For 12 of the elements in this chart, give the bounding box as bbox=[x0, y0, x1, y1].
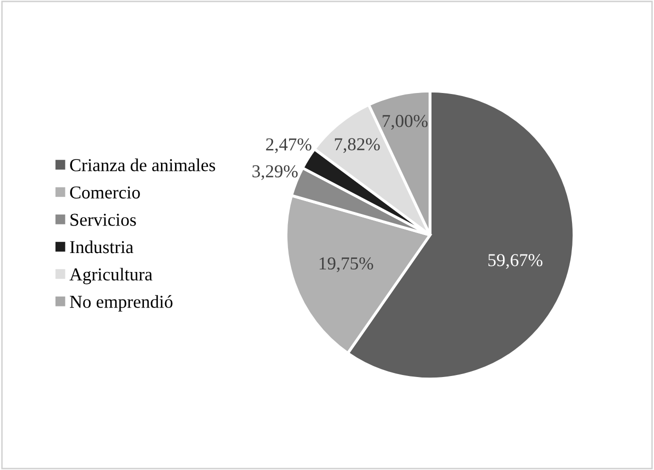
data-label: 59,67% bbox=[488, 254, 542, 269]
legend-label: No emprendió bbox=[70, 295, 172, 312]
data-label: 7,82% bbox=[334, 138, 380, 153]
data-label: 19,75% bbox=[320, 257, 374, 272]
data-label: 2,47% bbox=[266, 138, 312, 154]
legend-label: Industria bbox=[70, 240, 134, 254]
legend-label: Servicios bbox=[70, 214, 136, 226]
data-label: 3,29% bbox=[252, 165, 298, 180]
legend-label: Comercio bbox=[70, 186, 140, 199]
data-label: 7,00% bbox=[382, 114, 428, 130]
legend-label: Crianza de animales bbox=[70, 158, 216, 172]
legend-label: Agricultura bbox=[70, 268, 152, 284]
